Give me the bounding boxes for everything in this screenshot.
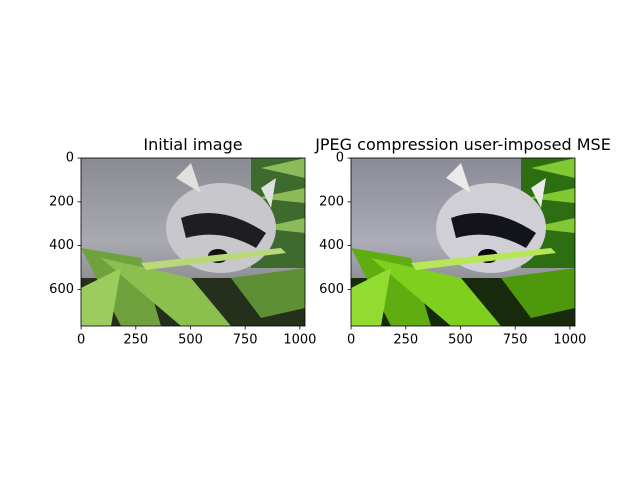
y-tick-label: 200 <box>49 194 74 209</box>
x-tick-label: 250 <box>393 333 418 348</box>
y-tick-label: 0 <box>66 151 74 166</box>
image <box>81 158 305 326</box>
x-tick-label: 500 <box>178 333 203 348</box>
axes-title: JPEG compression user-imposed MSE <box>314 135 611 154</box>
y-tick-label: 0 <box>336 151 344 166</box>
axes: 0 250 500 750 1000 0 200 400 600 Initial image <box>49 135 316 348</box>
x-tick-label: 500 <box>448 333 473 348</box>
axes-frame <box>350 157 576 327</box>
axes-frame <box>80 157 306 327</box>
x-tick-label: 0 <box>347 333 355 348</box>
image <box>351 158 575 326</box>
y-tick-label: 600 <box>319 282 344 297</box>
x-tick-label: 250 <box>123 333 148 348</box>
x-tick-label: 750 <box>233 333 258 348</box>
x-tick-label: 750 <box>503 333 528 348</box>
y-tick-label: 400 <box>319 238 344 253</box>
axes: 0 250 500 750 1000 0 200 400 600 JPEG compression… <box>314 135 611 348</box>
y-tick-label: 400 <box>49 238 74 253</box>
y-tick-label: 600 <box>49 282 74 297</box>
axes-title: Initial image <box>143 135 242 154</box>
y-tick-label: 200 <box>319 194 344 209</box>
x-tick-label: 1000 <box>553 333 586 348</box>
x-tick-label: 0 <box>77 333 85 348</box>
x-tick-label: 1000 <box>283 333 316 348</box>
